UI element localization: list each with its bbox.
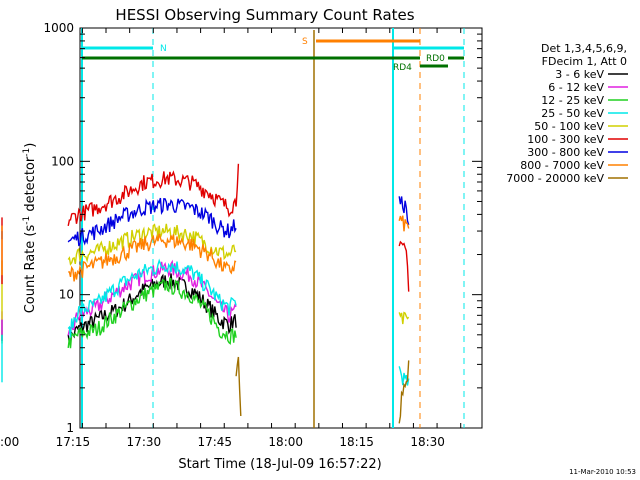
x-tick-label: 17:00 (0, 435, 19, 449)
x-tick-label: 18:00 (268, 435, 303, 449)
y-tick-label: 1000 (43, 21, 74, 35)
flag-label-rd4: RD4 (393, 63, 412, 73)
legend-label: 7000 - 20000 keV (506, 172, 604, 185)
x-tick-label: 18:15 (339, 435, 374, 449)
legend-label: 800 - 7000 keV (520, 159, 604, 172)
flag-label-s: S (302, 37, 308, 47)
x-tick-label: 18:30 (410, 435, 445, 449)
legend-label: 12 - 25 keV (541, 94, 604, 107)
legend-header-line-2: FDecim 1, Att 0 (542, 55, 627, 68)
legend: Det 1,3,4,5,6,9, FDecim 1, Att 0 3 - 6 k… (506, 42, 628, 185)
chart-title: HESSI Observing Summary Count Rates (115, 6, 414, 24)
legend-label: 3 - 6 keV (555, 68, 604, 81)
y-tick-label: 100 (51, 154, 74, 168)
series-line-8 (68, 233, 237, 282)
overlay-layer: N S RD0 RD4 (81, 28, 465, 428)
series-line-3 (67, 277, 237, 349)
series-line-6 (398, 240, 410, 292)
series-layer (1, 163, 410, 424)
series-line-7 (67, 197, 237, 247)
flag-label-n: N (160, 44, 167, 54)
plot-frame (79, 27, 483, 429)
y-tick-label: 1 (66, 421, 74, 435)
series-line-5 (398, 311, 410, 325)
series-line-8 (398, 215, 410, 232)
ticks-layer: 1 10 100 1000 17:00 17:15 17:30 17:45 18:00 18:15… (0, 21, 482, 449)
legend-label: 25 - 50 keV (541, 107, 604, 120)
render-timestamp: 11-Mar-2010 10:53 (569, 468, 636, 476)
y-axis-label: Count Rate (s-1 detector-1) (22, 143, 38, 314)
series-line-9 (235, 356, 242, 417)
series-line-7 (398, 196, 410, 226)
legend-label: 300 - 800 keV (527, 146, 604, 159)
legend-header-line-1: Det 1,3,4,5,6,9, (541, 42, 627, 55)
x-axis-label: Start Time (18-Jul-09 16:57:22) (178, 457, 381, 472)
x-tick-label: 17:30 (127, 435, 162, 449)
series-line-4 (67, 258, 237, 338)
flag-label-rd0: RD0 (426, 54, 445, 64)
legend-label: 6 - 12 keV (548, 81, 604, 94)
x-tick-label: 17:15 (56, 435, 91, 449)
x-tick-label: 17:45 (197, 435, 232, 449)
series-line-6 (67, 163, 240, 227)
series-line-9 (398, 360, 410, 424)
legend-label: 50 - 100 keV (534, 120, 604, 133)
series-line-1 (67, 273, 237, 344)
legend-label: 100 - 300 keV (527, 133, 604, 146)
y-tick-label: 10 (59, 288, 74, 302)
